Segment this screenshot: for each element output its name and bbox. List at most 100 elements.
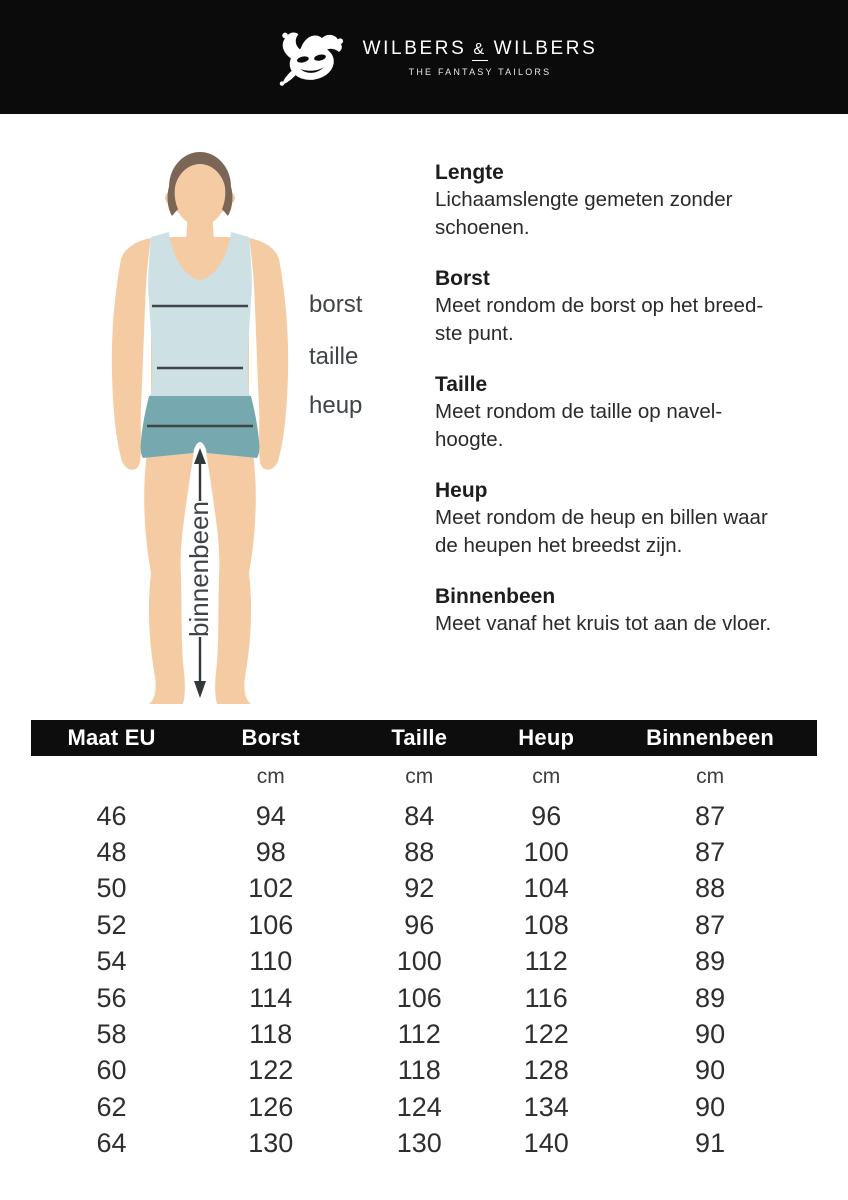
brand-tagline: THE FANTASY TAILORS — [408, 66, 552, 77]
size-cell: 106 — [396, 982, 442, 1013]
size-table-body: 46 94 84 96 87 48 98 88 100 87 50 102 92 104 88 52 106 96… — [31, 798, 817, 1162]
size-cell: 128 — [523, 1055, 569, 1086]
brand-ampersand: & — [472, 41, 488, 61]
size-cell: 108 — [523, 909, 569, 940]
figure-face — [174, 164, 226, 226]
inseam-label: binnenbeen — [184, 501, 214, 637]
brand-text: WILBERS & WILBERS THE FANTASY TAILORS — [363, 38, 598, 77]
unit-cell: cm — [696, 765, 725, 788]
size-cell: 48 — [96, 837, 127, 868]
inseam-arrow-up-icon — [194, 448, 206, 464]
jester-mask-icon — [279, 32, 343, 86]
unit-cell: cm — [405, 765, 434, 788]
size-col-header: Heup — [518, 725, 575, 750]
size-cell: 112 — [397, 1019, 441, 1050]
figure-neck — [162, 211, 238, 248]
size-cell: 88 — [695, 873, 726, 904]
size-cell: 94 — [255, 800, 286, 831]
size-cell: 112 — [524, 946, 568, 977]
size-cell: 102 — [248, 873, 294, 904]
instruction-line: schoenen. — [435, 216, 530, 239]
size-cell: 87 — [695, 909, 726, 940]
size-cell: 89 — [695, 982, 726, 1013]
size-cell: 140 — [523, 1128, 569, 1159]
instruction-title: Taille — [435, 373, 488, 396]
hip-label: heup — [309, 392, 362, 419]
size-cell: 90 — [695, 1055, 726, 1086]
size-cell: 90 — [695, 1091, 726, 1122]
brand-name: WILBERS & WILBERS — [363, 38, 598, 61]
size-cell: 58 — [96, 1019, 127, 1050]
unit-cell: cm — [532, 765, 561, 788]
size-cell: 114 — [249, 982, 293, 1013]
size-cell: 96 — [404, 909, 435, 940]
size-cell: 96 — [531, 800, 562, 831]
size-cell: 87 — [695, 837, 726, 868]
size-cell: 100 — [396, 946, 442, 977]
instruction-section: Binnenbeen Meet vanaf het kruis tot aan d… — [435, 584, 835, 638]
brand-logo: WILBERS & WILBERS THE FANTASY TAILORS — [275, 26, 598, 88]
instruction-line: Meet rondom de taille op navel- — [435, 400, 723, 423]
size-cell: 87 — [695, 800, 726, 831]
figure-left-leg — [144, 451, 194, 704]
size-cell: 88 — [404, 837, 435, 868]
size-cell: 134 — [523, 1091, 569, 1122]
size-cell: 52 — [96, 909, 127, 940]
size-cell: 91 — [695, 1128, 726, 1159]
size-cell: 100 — [523, 837, 569, 868]
unit-cell: cm — [256, 765, 285, 788]
size-cell: 106 — [248, 909, 294, 940]
instruction-line: de heupen het breedst zijn. — [435, 534, 683, 557]
size-cell: 104 — [523, 873, 569, 904]
instruction-line: Meet rondom de heup en billen waar — [435, 506, 768, 529]
size-table-header: Maat EU Borst Taille Heup Binnenbeen — [31, 720, 817, 756]
instruction-title: Borst — [435, 267, 490, 290]
instruction-line: Meet rondom de borst op het breed- — [435, 294, 764, 317]
instruction-title: Binnenbeen — [435, 585, 556, 608]
instruction-section: Borst Meet rondom de borst op het breed-s… — [435, 266, 835, 348]
size-cell: 50 — [96, 873, 127, 904]
instruction-section: Heup Meet rondom de heup en billen waar de… — [435, 478, 835, 560]
size-cell: 64 — [96, 1128, 127, 1159]
instruction-line: hoogte. — [435, 428, 504, 451]
figure-left-arm — [111, 238, 151, 470]
size-col-header: Borst — [241, 725, 300, 750]
size-col-header: Maat EU — [67, 725, 156, 750]
size-cell: 116 — [524, 982, 568, 1013]
size-cell: 60 — [96, 1055, 127, 1086]
size-cell: 56 — [96, 982, 127, 1013]
size-cell: 126 — [248, 1091, 294, 1122]
size-cell: 122 — [523, 1019, 569, 1050]
instruction-line: Lichaamslengte gemeten zonder — [435, 188, 733, 211]
measurement-instructions: Lengte Lichaamslengte gemeten zonder schoe… — [435, 160, 835, 662]
figure-right-leg — [206, 451, 256, 704]
size-cell: 110 — [249, 946, 293, 977]
figure-tank-top — [148, 232, 252, 396]
size-cell: 46 — [96, 800, 127, 831]
instruction-section: Lengte Lichaamslengte gemeten zonder schoe… — [435, 160, 835, 242]
inseam-arrow-down-icon — [194, 681, 206, 698]
brand-name-right: WILBERS — [493, 37, 598, 59]
size-table-units-row: cm cm cm cm — [31, 756, 817, 798]
size-cell: 124 — [396, 1091, 442, 1122]
instruction-title: Heup — [435, 479, 488, 502]
size-cell: 98 — [255, 837, 286, 868]
waist-label: taille — [309, 343, 358, 370]
instruction-line: ste punt. — [435, 322, 514, 345]
chest-label: borst — [309, 291, 363, 318]
instruction-section: Taille Meet rondom de taille op navel-hoo… — [435, 372, 835, 454]
brand-header: WILBERS & WILBERS THE FANTASY TAILORS — [0, 0, 848, 114]
brand-name-left: WILBERS — [362, 37, 467, 59]
size-cell: 62 — [96, 1091, 127, 1122]
size-col-header: Binnenbeen — [646, 725, 775, 750]
size-cell: 118 — [397, 1055, 441, 1086]
size-cell: 92 — [404, 873, 435, 904]
size-cell: 90 — [695, 1019, 726, 1050]
size-cell: 122 — [248, 1055, 294, 1086]
size-col-header: Taille — [391, 725, 448, 750]
size-cell: 89 — [695, 946, 726, 977]
size-cell: 118 — [249, 1019, 293, 1050]
size-cell: 130 — [396, 1128, 442, 1159]
instruction-title: Lengte — [435, 161, 504, 184]
